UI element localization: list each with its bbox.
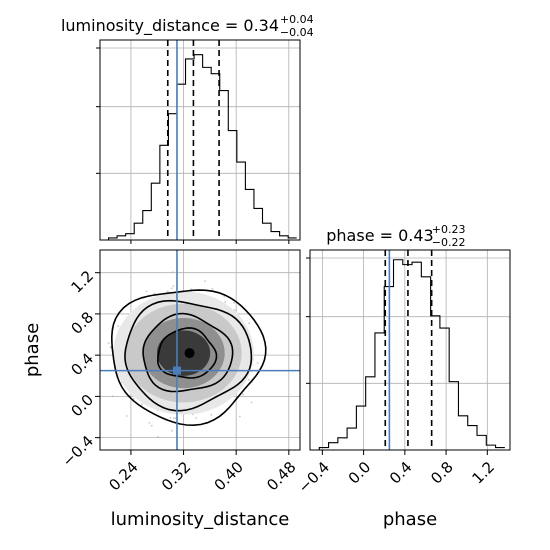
lumdist-xtick-label-1: 0.32 — [158, 458, 194, 494]
phase-ytick-label-1: 0.0 — [67, 391, 97, 421]
scatter-point — [223, 295, 226, 298]
scatter-point — [172, 285, 175, 287]
y-axis-label-phase: phase — [22, 323, 43, 377]
phase-xtick-label-4: 1.2 — [468, 458, 498, 488]
scatter-point — [233, 302, 236, 304]
scatter-point — [210, 414, 213, 416]
lumdist-xtick-label-3: 0.48 — [263, 458, 299, 494]
phase-ytick-label-0: −0.4 — [59, 432, 97, 470]
phase-title-plus: +0.23 — [432, 223, 466, 236]
density-shade-3 — [156, 330, 211, 376]
scatter-point — [242, 393, 245, 396]
scatter-point — [107, 342, 110, 345]
x-axis-label-phase: phase — [383, 509, 437, 530]
joint-frame — [99, 249, 301, 451]
phase-xtick-label-0: −0.4 — [295, 458, 333, 496]
corner-plot-layer: luminosity_distance = 0.34 +0.04−0.04 phas… — [22, 13, 511, 530]
scatter-point — [170, 287, 173, 290]
scatter-point — [148, 422, 151, 424]
phase-ytick-label-2: 0.4 — [67, 349, 97, 379]
scatter-point — [117, 325, 119, 328]
scatter-point — [126, 415, 128, 417]
lumdist-frame — [99, 39, 301, 241]
scatter-point — [109, 346, 112, 349]
scatter-point — [238, 415, 241, 418]
phase-ytick-label-4: 1.2 — [67, 267, 97, 297]
contour-3 — [110, 289, 267, 427]
phase-xtick-label-1: 0.0 — [345, 458, 375, 488]
scatter-point — [153, 292, 156, 295]
contour-1 — [142, 312, 234, 393]
scatter-point — [173, 417, 175, 420]
phase-xtick-label-2: 0.4 — [386, 458, 416, 488]
contour-0 — [156, 327, 218, 379]
phase-ytick-label-3: 0.8 — [67, 308, 97, 338]
lumdist-title: luminosity_distance = 0.34 — [61, 16, 279, 36]
scatter-point — [204, 280, 207, 282]
scatter-point — [224, 301, 227, 303]
lumdist-title-plus: +0.04 — [280, 13, 314, 26]
scatter-point — [247, 378, 250, 381]
scatter-point — [166, 290, 169, 293]
joint-truth-marker — [172, 366, 181, 375]
x-axis-label-luminosity-distance: luminosity_distance — [111, 509, 290, 530]
scatter-point — [133, 398, 135, 400]
lumdist-title-minus: −0.04 — [280, 26, 314, 39]
phase-title: phase = 0.43 — [326, 226, 433, 245]
phase-title-minus: −0.22 — [432, 236, 466, 249]
scatter-point — [150, 424, 153, 427]
phase-xtick-label-3: 0.8 — [427, 458, 457, 488]
lumdist-xtick-label-2: 0.40 — [211, 458, 247, 494]
scatter-point — [169, 416, 172, 419]
phase-frame — [309, 249, 511, 451]
scatter-point — [195, 417, 198, 419]
density-peak — [184, 348, 195, 359]
scatter-point — [171, 429, 174, 432]
contour-2 — [124, 299, 253, 412]
lumdist-xtick-label-0: 0.24 — [105, 458, 141, 494]
scatter-point — [256, 362, 259, 364]
scatter-point — [248, 322, 251, 325]
scatter-point — [211, 288, 214, 290]
scatter-point — [141, 403, 143, 406]
scatter-point — [145, 290, 148, 293]
lumdist-histogram — [100, 54, 297, 241]
scatter-point — [250, 401, 253, 404]
